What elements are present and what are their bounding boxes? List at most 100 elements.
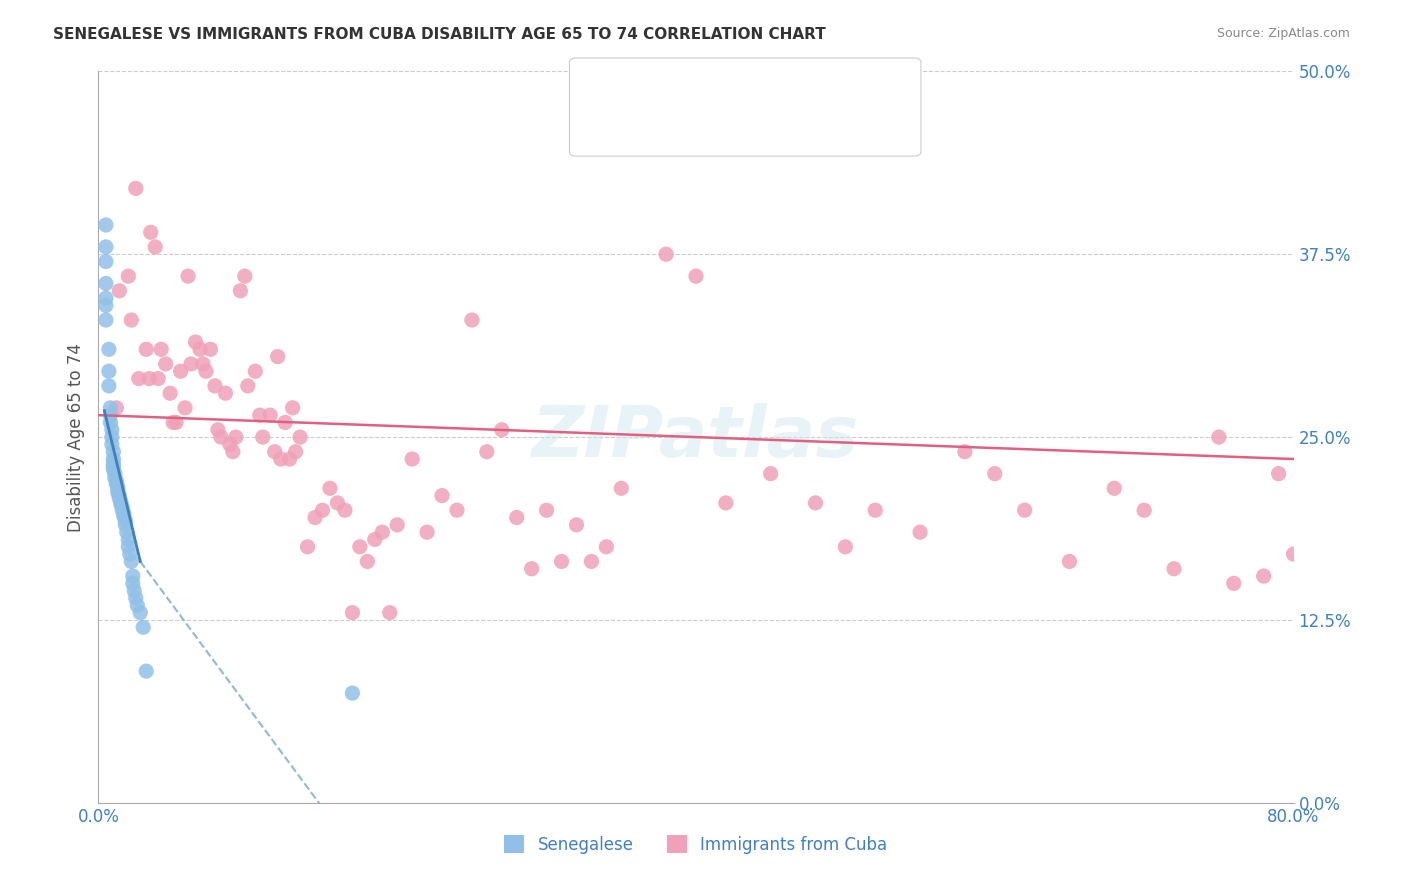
Point bbox=[115, 525, 138, 540]
Point bbox=[101, 430, 124, 444]
Point bbox=[759, 467, 782, 481]
Text: Source: ZipAtlas.com: Source: ZipAtlas.com bbox=[1216, 27, 1350, 40]
Point bbox=[1282, 547, 1305, 561]
Point bbox=[94, 240, 117, 254]
Point bbox=[263, 444, 285, 458]
Point bbox=[804, 496, 827, 510]
Point bbox=[984, 467, 1007, 481]
Point bbox=[219, 437, 242, 451]
Point bbox=[356, 554, 378, 568]
Point bbox=[111, 503, 134, 517]
Point bbox=[108, 284, 131, 298]
Legend: Senegalese, Immigrants from Cuba: Senegalese, Immigrants from Cuba bbox=[498, 829, 894, 860]
Point bbox=[121, 576, 143, 591]
Point bbox=[112, 509, 135, 524]
Point bbox=[105, 476, 128, 491]
Point bbox=[491, 423, 513, 437]
Point bbox=[1327, 562, 1350, 576]
Point bbox=[200, 343, 222, 357]
Text: -0.320: -0.320 bbox=[647, 78, 702, 92]
Point bbox=[222, 444, 245, 458]
Point bbox=[117, 540, 139, 554]
Point bbox=[297, 540, 319, 554]
Point bbox=[188, 343, 211, 357]
Point bbox=[1253, 569, 1275, 583]
Point bbox=[120, 554, 142, 568]
Text: 52: 52 bbox=[763, 78, 785, 92]
Point bbox=[1312, 503, 1334, 517]
Point bbox=[378, 606, 401, 620]
Point bbox=[430, 489, 453, 503]
Point bbox=[107, 483, 129, 497]
Point bbox=[124, 583, 146, 598]
Point bbox=[177, 269, 200, 284]
Point bbox=[536, 503, 558, 517]
Point bbox=[1133, 503, 1156, 517]
Point bbox=[446, 503, 468, 517]
Point bbox=[278, 452, 301, 467]
Point bbox=[1014, 503, 1036, 517]
Point bbox=[117, 269, 139, 284]
Text: R =: R = bbox=[612, 118, 645, 132]
Point bbox=[311, 503, 333, 517]
Point bbox=[165, 416, 187, 430]
Point bbox=[1163, 562, 1185, 576]
Point bbox=[1208, 430, 1230, 444]
Point bbox=[342, 686, 364, 700]
Point bbox=[135, 664, 157, 678]
Point bbox=[98, 401, 122, 415]
Point bbox=[127, 599, 149, 613]
Point bbox=[125, 181, 148, 195]
Point bbox=[101, 437, 124, 451]
Point bbox=[565, 517, 588, 532]
Point bbox=[94, 277, 117, 291]
Text: SENEGALESE VS IMMIGRANTS FROM CUBA DISABILITY AGE 65 TO 74 CORRELATION CHART: SENEGALESE VS IMMIGRANTS FROM CUBA DISAB… bbox=[53, 27, 827, 42]
Point bbox=[118, 547, 141, 561]
Point bbox=[114, 513, 136, 527]
Point bbox=[94, 218, 117, 232]
Point bbox=[94, 298, 117, 312]
Point bbox=[94, 254, 117, 268]
Point bbox=[333, 503, 356, 517]
Point bbox=[225, 430, 247, 444]
Point bbox=[834, 540, 856, 554]
Point bbox=[284, 444, 307, 458]
Point bbox=[581, 554, 603, 568]
Point bbox=[155, 357, 177, 371]
Point bbox=[103, 462, 125, 476]
Point bbox=[610, 481, 633, 495]
Point bbox=[908, 525, 931, 540]
Point bbox=[209, 430, 232, 444]
Point bbox=[162, 416, 184, 430]
Point bbox=[229, 284, 252, 298]
Point bbox=[117, 533, 139, 547]
Point bbox=[270, 452, 292, 467]
Point bbox=[169, 364, 191, 378]
Point bbox=[371, 525, 394, 540]
Point bbox=[143, 240, 166, 254]
Point bbox=[714, 496, 737, 510]
Point bbox=[342, 606, 364, 620]
Point bbox=[319, 481, 342, 495]
Point bbox=[105, 401, 128, 415]
Point bbox=[103, 459, 125, 474]
Point bbox=[98, 416, 122, 430]
Point bbox=[98, 408, 122, 422]
Point bbox=[1298, 576, 1320, 591]
Point bbox=[108, 491, 131, 506]
Text: N =: N = bbox=[703, 118, 747, 132]
Point bbox=[191, 357, 214, 371]
Point bbox=[288, 430, 311, 444]
Point bbox=[94, 291, 117, 305]
Text: ZIPatlas: ZIPatlas bbox=[533, 402, 859, 472]
Point bbox=[1402, 503, 1406, 517]
Point bbox=[385, 517, 409, 532]
Point bbox=[107, 480, 129, 494]
Point bbox=[475, 444, 498, 458]
Point bbox=[349, 540, 371, 554]
Point bbox=[180, 357, 202, 371]
Point bbox=[520, 562, 543, 576]
Point bbox=[111, 500, 134, 515]
Text: ■: ■ bbox=[593, 115, 612, 135]
Point bbox=[129, 606, 152, 620]
